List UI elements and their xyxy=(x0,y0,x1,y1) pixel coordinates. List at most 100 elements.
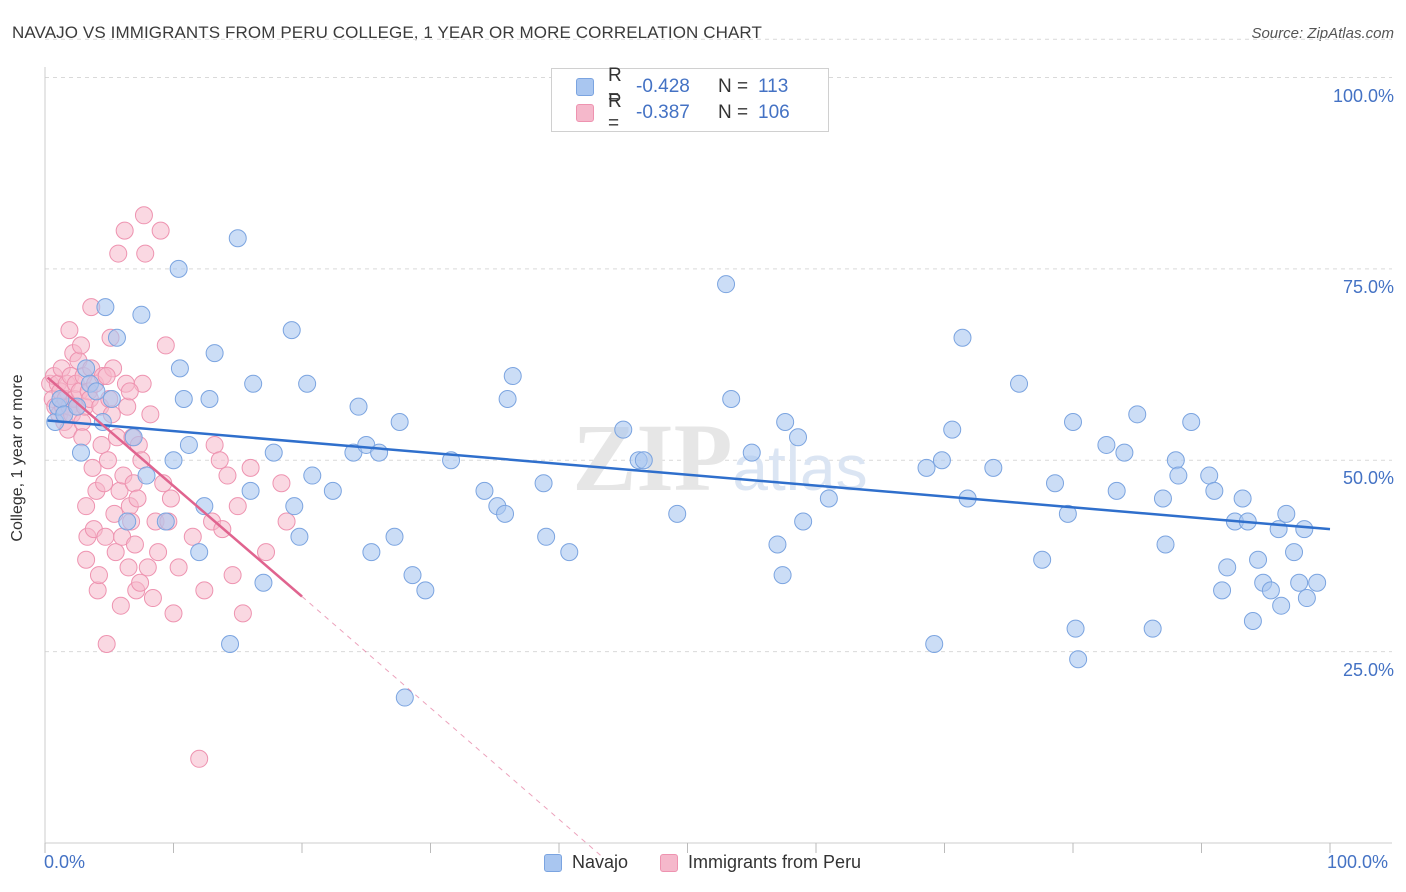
navajo-point xyxy=(943,420,962,439)
navajo-swatch xyxy=(544,853,562,872)
navajo-point xyxy=(124,428,143,447)
navajo-point xyxy=(932,451,951,470)
navajo-point xyxy=(96,298,115,317)
peru-point xyxy=(134,206,153,225)
peru-point xyxy=(223,566,242,585)
peru-point xyxy=(119,558,138,577)
peru-trend-extension xyxy=(301,596,605,859)
navajo-point xyxy=(819,489,838,508)
navajo-trend-line xyxy=(47,419,1331,531)
navajo-point xyxy=(200,390,219,409)
navajo-point xyxy=(953,328,972,347)
navajo-point xyxy=(1249,550,1268,569)
navajo-point xyxy=(1218,558,1237,577)
navajo-point xyxy=(1046,474,1065,493)
peru-point xyxy=(77,550,96,569)
navajo-point xyxy=(1277,504,1296,523)
navajo-point xyxy=(87,382,106,401)
peru-point xyxy=(118,397,137,416)
legend-r-label: R = xyxy=(608,65,622,108)
navajo-point xyxy=(534,474,553,493)
navajo-point xyxy=(668,504,687,523)
peru-point xyxy=(125,535,144,554)
peru-point xyxy=(73,428,92,447)
peru-point xyxy=(111,596,130,615)
navajo-point xyxy=(1166,451,1185,470)
navajo-point xyxy=(156,512,175,531)
navajo-point xyxy=(614,420,633,439)
navajo-point xyxy=(1182,412,1201,431)
navajo-point xyxy=(254,573,273,592)
legend-r-label: R = xyxy=(608,91,622,134)
navajo-point xyxy=(77,359,96,378)
navajo-point xyxy=(1069,650,1088,669)
legend-row-navajo: R = -0.428 N = 113 xyxy=(576,65,789,108)
navajo-point xyxy=(164,451,183,470)
y-tick-label: 100.0% xyxy=(1332,86,1394,106)
peru-point xyxy=(77,497,96,516)
navajo-point xyxy=(773,566,792,585)
navajo-point xyxy=(1213,581,1232,600)
peru-point xyxy=(109,244,128,263)
navajo-point xyxy=(221,634,240,653)
navajo-point xyxy=(475,481,494,500)
navajo-point xyxy=(1156,535,1175,554)
trend-lines xyxy=(46,376,1331,859)
navajo-point xyxy=(1058,504,1077,523)
legend-item-peru[interactable]: Immigrants from Peru xyxy=(660,852,861,873)
navajo-point xyxy=(925,634,944,653)
peru-point xyxy=(95,474,114,493)
peru-point xyxy=(120,382,139,401)
peru-point xyxy=(205,435,224,454)
peru-point xyxy=(241,458,260,477)
navajo-point xyxy=(789,428,808,447)
peru-point xyxy=(272,474,291,493)
navajo-swatch xyxy=(576,78,594,96)
peru-swatch xyxy=(576,104,594,122)
navajo-point xyxy=(1143,619,1162,638)
peru-point xyxy=(97,634,116,653)
peru-point xyxy=(71,336,90,355)
x-tick-label-max: 100.0% xyxy=(1327,852,1389,872)
legend-item-navajo[interactable]: Navajo xyxy=(544,852,628,873)
peru-point xyxy=(115,221,134,240)
navajo-point xyxy=(190,543,209,562)
peru-point xyxy=(106,543,125,562)
peru-point xyxy=(195,581,214,600)
navajo-point xyxy=(776,412,795,431)
navajo-point xyxy=(1097,435,1116,454)
navajo-point xyxy=(1297,589,1316,608)
peru-point xyxy=(151,221,170,240)
navajo-point xyxy=(169,259,188,278)
legend-n-value: 113 xyxy=(758,76,789,97)
peru-point xyxy=(277,512,296,531)
navajo-point xyxy=(498,390,517,409)
peru-point xyxy=(98,451,117,470)
navajo-point xyxy=(1285,543,1304,562)
navajo-point xyxy=(768,535,787,554)
navajo-point xyxy=(102,390,121,409)
peru-point xyxy=(164,604,183,623)
navajo-point xyxy=(634,451,653,470)
legend-r-value: -0.387 xyxy=(636,102,690,123)
navajo-point xyxy=(416,581,435,600)
navajo-point xyxy=(1272,596,1291,615)
peru-point xyxy=(169,558,188,577)
peru-trend-line xyxy=(46,376,303,598)
navajo-point xyxy=(264,443,283,462)
navajo-point xyxy=(1295,520,1314,539)
peru-point xyxy=(228,497,247,516)
peru-swatch xyxy=(660,853,679,872)
navajo-point xyxy=(1290,573,1309,592)
y-axis-label: College, 1 year or more xyxy=(9,374,26,542)
navajo-point xyxy=(1233,489,1252,508)
source-label: Source: ZipAtlas.com xyxy=(1251,25,1394,42)
navajo-point xyxy=(1261,581,1280,600)
navajo-point xyxy=(137,466,156,485)
peru-point xyxy=(183,527,202,546)
series-legend: Navajo Immigrants from Peru xyxy=(544,852,893,873)
peru-point xyxy=(143,589,162,608)
navajo-point xyxy=(496,504,515,523)
navajo-point xyxy=(503,367,522,386)
legend-n-label: N = xyxy=(718,102,749,123)
